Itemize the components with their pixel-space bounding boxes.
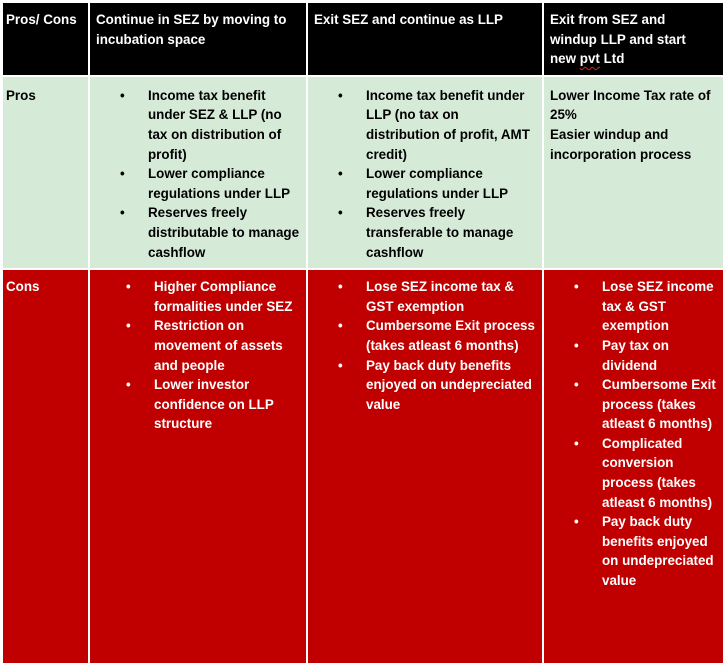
pros-label-cell: Pros <box>1 74 90 271</box>
header-label: Pros/ Cons <box>6 12 77 27</box>
header-option-3-last-line: new pvt Ltd <box>550 49 717 69</box>
list-item: Lose SEZ income tax & GST exemption <box>338 277 536 316</box>
cons-row: Cons Higher Compliance formalities under… <box>1 268 724 665</box>
header-option-3: Exit from SEZ and windup LLP and start n… <box>542 1 724 77</box>
pros-option-3-line: Easier windup and incorporation process <box>550 126 692 162</box>
pros-row: Pros Income tax benefit under SEZ & LLP … <box>1 74 724 271</box>
cons-option-3-list: Lose SEZ income tax & GST exemption Pay … <box>574 277 717 591</box>
list-item: Lower compliance regulations under LLP <box>120 164 300 203</box>
header-option-2-text: Exit SEZ and continue as LLP <box>314 12 503 27</box>
cons-label-cell: Cons <box>1 268 90 665</box>
spellcheck-marked-word: pvt <box>579 51 600 67</box>
header-row: Pros/ Cons Continue in SEZ by moving to … <box>1 1 724 77</box>
list-item: Complicated conversion process (takes at… <box>574 434 717 512</box>
header-option-3-prefix: new <box>550 51 580 67</box>
list-item: Income tax benefit under LLP (no tax on … <box>338 86 536 164</box>
list-item: Pay back duty benefits enjoyed on undepr… <box>338 356 536 415</box>
cons-option-2: Lose SEZ income tax & GST exemption Cumb… <box>306 268 544 665</box>
list-item: Income tax benefit under SEZ & LLP (no t… <box>120 86 300 164</box>
list-item: Cumbersome Exit process (takes atleast 6… <box>574 375 717 434</box>
header-option-3-line: windup LLP and start <box>550 31 686 47</box>
header-label-cell: Pros/ Cons <box>1 1 90 77</box>
pros-option-1-list: Income tax benefit under SEZ & LLP (no t… <box>120 86 300 262</box>
header-option-3-line: Exit from SEZ and <box>550 12 666 27</box>
pros-option-1: Income tax benefit under SEZ & LLP (no t… <box>88 74 308 271</box>
pros-option-3-line: Lower Income Tax rate of 25% <box>550 87 711 123</box>
list-item: Lower compliance regulations under LLP <box>338 164 536 203</box>
cons-option-1: Higher Compliance formalities under SEZ … <box>88 268 308 665</box>
list-item: Cumbersome Exit process (takes atleast 6… <box>338 316 536 355</box>
list-item: Higher Compliance formalities under SEZ <box>126 277 300 316</box>
pros-option-2-list: Income tax benefit under LLP (no tax on … <box>338 86 536 262</box>
list-item: Reserves freely transferable to manage c… <box>338 203 536 262</box>
list-item: Lose SEZ income tax & GST exemption <box>574 277 717 336</box>
cons-option-1-list: Higher Compliance formalities under SEZ … <box>126 277 300 434</box>
pros-option-3: Lower Income Tax rate of 25% Easier wind… <box>542 74 724 271</box>
header-option-3-suffix: Ltd <box>599 51 625 67</box>
list-item: Lower investor confidence on LLP structu… <box>126 375 300 434</box>
list-item: Reserves freely distributable to manage … <box>120 203 300 262</box>
list-item: Restriction on movement of assets and pe… <box>126 316 300 375</box>
cons-option-2-list: Lose SEZ income tax & GST exemption Cumb… <box>338 277 536 415</box>
list-item: Pay back duty benefits enjoyed on undepr… <box>574 512 717 590</box>
pros-label: Pros <box>6 87 36 103</box>
pros-option-2: Income tax benefit under LLP (no tax on … <box>306 74 544 271</box>
header-option-2: Exit SEZ and continue as LLP <box>306 1 544 77</box>
header-option-1: Continue in SEZ by moving to incubation … <box>88 1 308 77</box>
list-item: Pay tax on dividend <box>574 336 717 375</box>
header-option-1-text: Continue in SEZ by moving to incubation … <box>96 12 287 47</box>
cons-label: Cons <box>6 279 40 295</box>
cons-option-3: Lose SEZ income tax & GST exemption Pay … <box>542 268 724 665</box>
